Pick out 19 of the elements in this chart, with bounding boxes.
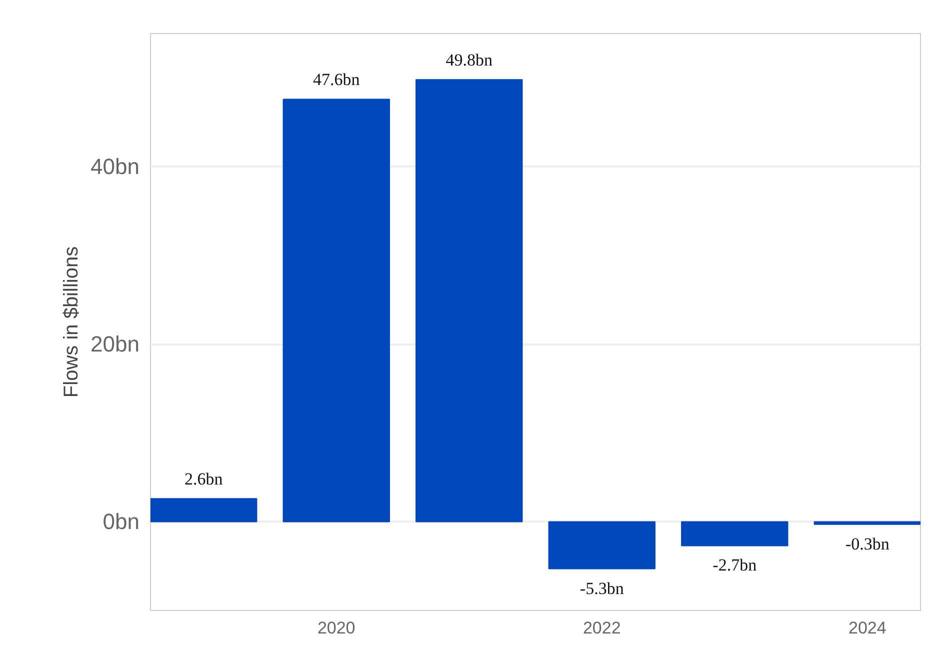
bar xyxy=(416,79,523,522)
bar xyxy=(548,521,656,570)
data-label: 49.8bn xyxy=(446,50,493,70)
data-label: 2.6bn xyxy=(184,470,224,489)
y-tick-label: 20bn xyxy=(90,332,140,357)
x-tick-label: 2020 xyxy=(317,618,356,638)
x-tick-label: 2022 xyxy=(582,618,621,638)
y-tick-label: 0bn xyxy=(102,509,140,534)
bar xyxy=(681,521,788,546)
data-label: -5.3bn xyxy=(580,578,624,598)
y-tick-label: 40bn xyxy=(90,154,140,180)
bar xyxy=(282,98,390,522)
data-label: -2.7bn xyxy=(712,556,758,575)
data-label: 47.6bn xyxy=(312,70,360,90)
x-tick-label: 2024 xyxy=(848,618,886,638)
y-axis-title: Flows in $billions xyxy=(60,246,83,398)
bar xyxy=(814,521,920,525)
bar xyxy=(150,498,258,522)
data-label: -0.3bn xyxy=(845,534,890,554)
